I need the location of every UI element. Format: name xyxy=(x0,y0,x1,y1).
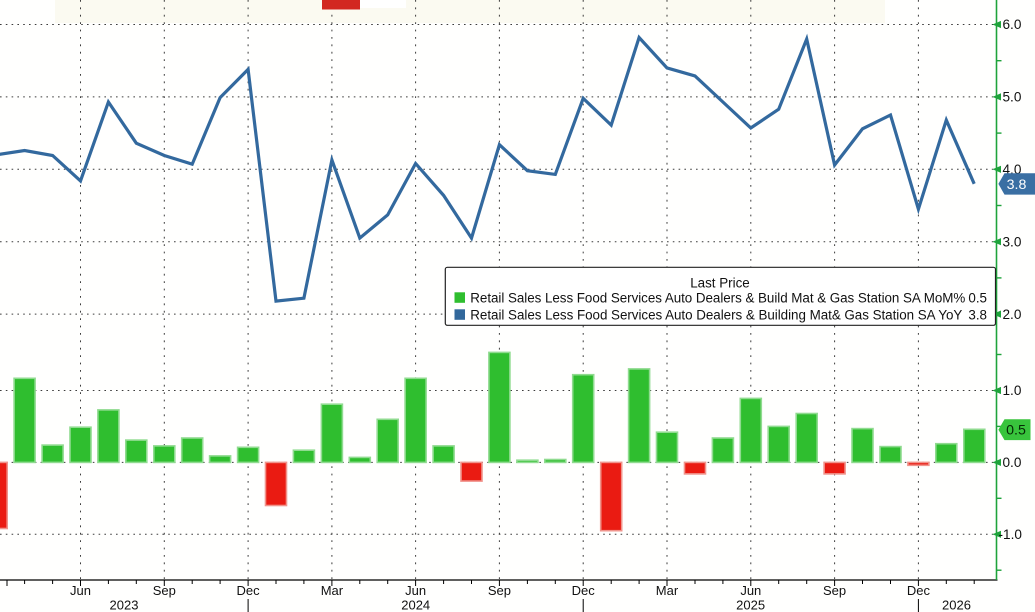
svg-text:2026: 2026 xyxy=(942,598,971,612)
svg-text:Dec: Dec xyxy=(572,583,596,598)
svg-text:3.0: 3.0 xyxy=(1003,234,1022,249)
svg-text:Sep: Sep xyxy=(823,583,846,598)
svg-text:Jun: Jun xyxy=(740,583,761,598)
svg-text:Last Price: Last Price xyxy=(690,276,750,291)
svg-text:2024: 2024 xyxy=(401,598,430,612)
svg-text:5.0: 5.0 xyxy=(1003,90,1022,105)
svg-text:-1.0: -1.0 xyxy=(999,527,1023,542)
svg-text:0.5: 0.5 xyxy=(968,290,987,305)
svg-text:Sep: Sep xyxy=(153,583,176,598)
svg-text:6.0: 6.0 xyxy=(1003,17,1022,32)
svg-text:3.8: 3.8 xyxy=(968,307,987,322)
svg-text:Jun: Jun xyxy=(70,583,91,598)
svg-text:Mar: Mar xyxy=(321,583,344,598)
svg-text:1.0: 1.0 xyxy=(1003,383,1022,398)
svg-text:Jun: Jun xyxy=(405,583,426,598)
svg-text:2.0: 2.0 xyxy=(1003,307,1022,322)
svg-text:Dec: Dec xyxy=(907,583,931,598)
svg-text:Retail Sales Less Food Service: Retail Sales Less Food Services Auto Dea… xyxy=(470,290,965,305)
svg-text:4.0: 4.0 xyxy=(1003,162,1022,177)
svg-text:Retail Sales Less Food Service: Retail Sales Less Food Services Auto Dea… xyxy=(470,307,962,322)
svg-text:Sep: Sep xyxy=(488,583,511,598)
svg-text:3.8: 3.8 xyxy=(1007,177,1027,193)
svg-text:Mar: Mar xyxy=(656,583,679,598)
svg-text:2023: 2023 xyxy=(110,598,139,612)
svg-text:0.5: 0.5 xyxy=(1006,423,1026,439)
svg-text:Dec: Dec xyxy=(237,583,261,598)
svg-text:0.0: 0.0 xyxy=(1003,455,1022,470)
svg-text:2025: 2025 xyxy=(736,598,765,612)
